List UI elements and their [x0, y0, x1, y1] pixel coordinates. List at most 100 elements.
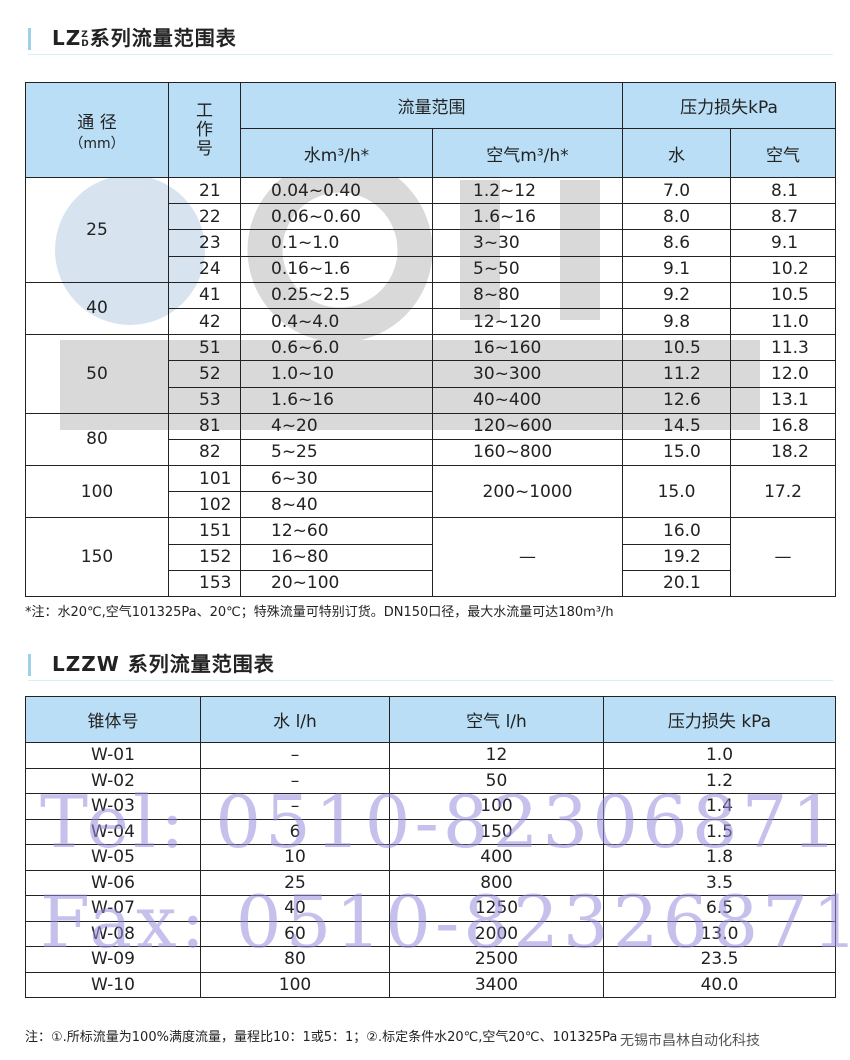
watermark-company: 无锡市昌林自动化科技: [620, 1033, 760, 1049]
work-no-cell: 21: [168, 176, 241, 205]
title-accent: [28, 654, 31, 676]
title-divider: [28, 54, 833, 55]
air-loss-cell: 8.7: [730, 203, 836, 231]
water-flow-cell: 12~60: [240, 517, 433, 545]
cone-no-cell: W-03: [25, 793, 201, 820]
header-water: 水 l/h: [200, 696, 390, 743]
table-row: 150 151 12~60—16.0—: [25, 517, 836, 597]
air-flow-cell: 40~400: [432, 386, 623, 414]
water-loss-cell: 15.0: [622, 465, 731, 519]
work-no-cell: 23: [168, 229, 241, 257]
water-flow-cell: 6~30: [240, 465, 433, 493]
pressure-loss-cell: 13.0: [603, 920, 836, 947]
dn-cell: 50: [25, 334, 169, 414]
cone-no-cell: W-01: [25, 742, 201, 769]
water-cell: 6: [200, 818, 390, 845]
header-pressure-loss: 压力损失 kPa: [603, 696, 836, 743]
work-no-cell: 153: [168, 569, 241, 598]
work-no-cell: 51: [168, 334, 241, 362]
work-no-cell: 22: [168, 203, 241, 231]
header-row: 锥体号 水 l/h 空气 l/h 压力损失 kPa: [25, 696, 836, 743]
air-loss-cell: 12.0: [730, 360, 836, 388]
water-cell: 80: [200, 946, 390, 973]
cone-no-cell: W-05: [25, 844, 201, 871]
work-no-cell: 101: [168, 465, 241, 493]
title-divider: [28, 680, 833, 681]
water-cell: 10: [200, 844, 390, 871]
dn-cell: 40: [25, 281, 169, 336]
title-sub: D: [81, 38, 90, 49]
water-loss-cell: 20.1: [622, 569, 731, 598]
pressure-loss-cell: 1.5: [603, 818, 836, 845]
water-cell: –: [200, 742, 390, 769]
table-row: W-06 25 800 3.5: [25, 869, 836, 896]
water-loss-cell: 16.0: [622, 517, 731, 545]
pressure-loss-cell: 1.2: [603, 767, 836, 794]
work-no-cell: 152: [168, 543, 241, 571]
dn-cell: 100: [25, 465, 169, 519]
table-row: 25 21 0.04~0.40 1.2~12 7.0 8.1: [25, 176, 836, 283]
water-flow-cell: 0.4~4.0: [240, 307, 433, 336]
table1-note: *注：水20℃,空气101325Pa、20℃；特殊流量可特别订货。DN150口径…: [25, 605, 614, 620]
cone-no-cell: W-04: [25, 818, 201, 845]
water-loss-cell: 12.6: [622, 386, 731, 414]
air-flow-cell: 200~1000: [432, 465, 623, 519]
water-loss-cell: 19.2: [622, 543, 731, 571]
air-flow-cell: 160~800: [432, 438, 623, 467]
work-no-cell: 151: [168, 517, 241, 545]
flow-range-table-lz: 通 径（mm） 工作号 流量范围 压力损失kPa 水m³/h* 空气m³/h* …: [25, 82, 836, 598]
cone-no-cell: W-02: [25, 767, 201, 794]
air-flow-cell: 12~120: [432, 307, 623, 336]
table-row: W-01–12 1.0: [25, 742, 836, 769]
header-air-loss: 空气: [730, 128, 836, 178]
work-no-cell: 24: [168, 255, 241, 283]
pressure-loss-cell: 6.5: [603, 895, 836, 922]
water-flow-cell: 1.6~16: [240, 386, 433, 414]
water-cell: 60: [200, 920, 390, 947]
water-loss-cell: 8.6: [622, 229, 731, 257]
header-pressure-loss: 压力损失kPa: [622, 82, 836, 129]
work-no-cell: 53: [168, 386, 241, 414]
header-cone-no: 锥体号: [25, 696, 201, 743]
flow-range-table-lzzw: 锥体号 水 l/h 空气 l/h 压力损失 kPa W-01–12 1.0 W-02…: [25, 696, 836, 998]
water-flow-cell: 0.6~6.0: [240, 334, 433, 362]
water-flow-cell: 16~80: [240, 543, 433, 571]
pressure-loss-cell: 1.0: [603, 742, 836, 769]
air-cell: 800: [389, 869, 604, 896]
dn-cell: 80: [25, 412, 169, 467]
air-cell: 2000: [389, 920, 604, 947]
water-loss-cell: 15.0: [622, 438, 731, 467]
air-flow-cell: 5~50: [432, 255, 623, 283]
table-row: W-10 100 3400 40.0: [25, 971, 836, 998]
table-row: W-05 10 400 1.8: [25, 844, 836, 871]
air-cell: 100: [389, 793, 604, 820]
work-no-cell: 41: [168, 281, 241, 309]
water-loss-cell: 14.5: [622, 412, 731, 440]
table-row: W-08 60 2000 13.0: [25, 920, 836, 947]
water-flow-cell: 1.0~10: [240, 360, 433, 388]
table-row: 80 81 4~20 120~600 14.5 16.8: [25, 412, 836, 467]
table-row: 152 16~80 19.2: [26, 543, 836, 571]
table-row: W-07 40 1250 6.5: [25, 895, 836, 922]
air-loss-cell: 10.2: [730, 255, 836, 283]
water-flow-cell: 4~20: [240, 412, 433, 440]
pressure-loss-cell: 1.4: [603, 793, 836, 820]
subheader-row: 水m³/h* 空气m³/h* 水 空气: [26, 128, 836, 178]
dn-cell: 150: [25, 517, 169, 597]
air-cell: 3400: [389, 971, 604, 998]
air-loss-cell: 11.0: [730, 307, 836, 336]
air-loss-cell: 17.2: [730, 465, 836, 519]
work-no-cell: 42: [168, 307, 241, 336]
air-flow-cell: —: [432, 517, 623, 597]
table-row: 50 51 0.6~6.0 16~160 10.5 11.3: [25, 334, 836, 414]
pressure-loss-cell: 3.5: [603, 869, 836, 896]
water-loss-cell: 11.2: [622, 360, 731, 388]
water-cell: 100: [200, 971, 390, 998]
header-water-flow: 水m³/h*: [240, 128, 433, 178]
air-loss-cell: 9.1: [730, 229, 836, 257]
header-air: 空气 l/h: [389, 696, 604, 743]
water-loss-cell: 8.0: [622, 203, 731, 231]
water-flow-cell: 0.04~0.40: [240, 176, 433, 205]
air-loss-cell: —: [730, 517, 836, 597]
